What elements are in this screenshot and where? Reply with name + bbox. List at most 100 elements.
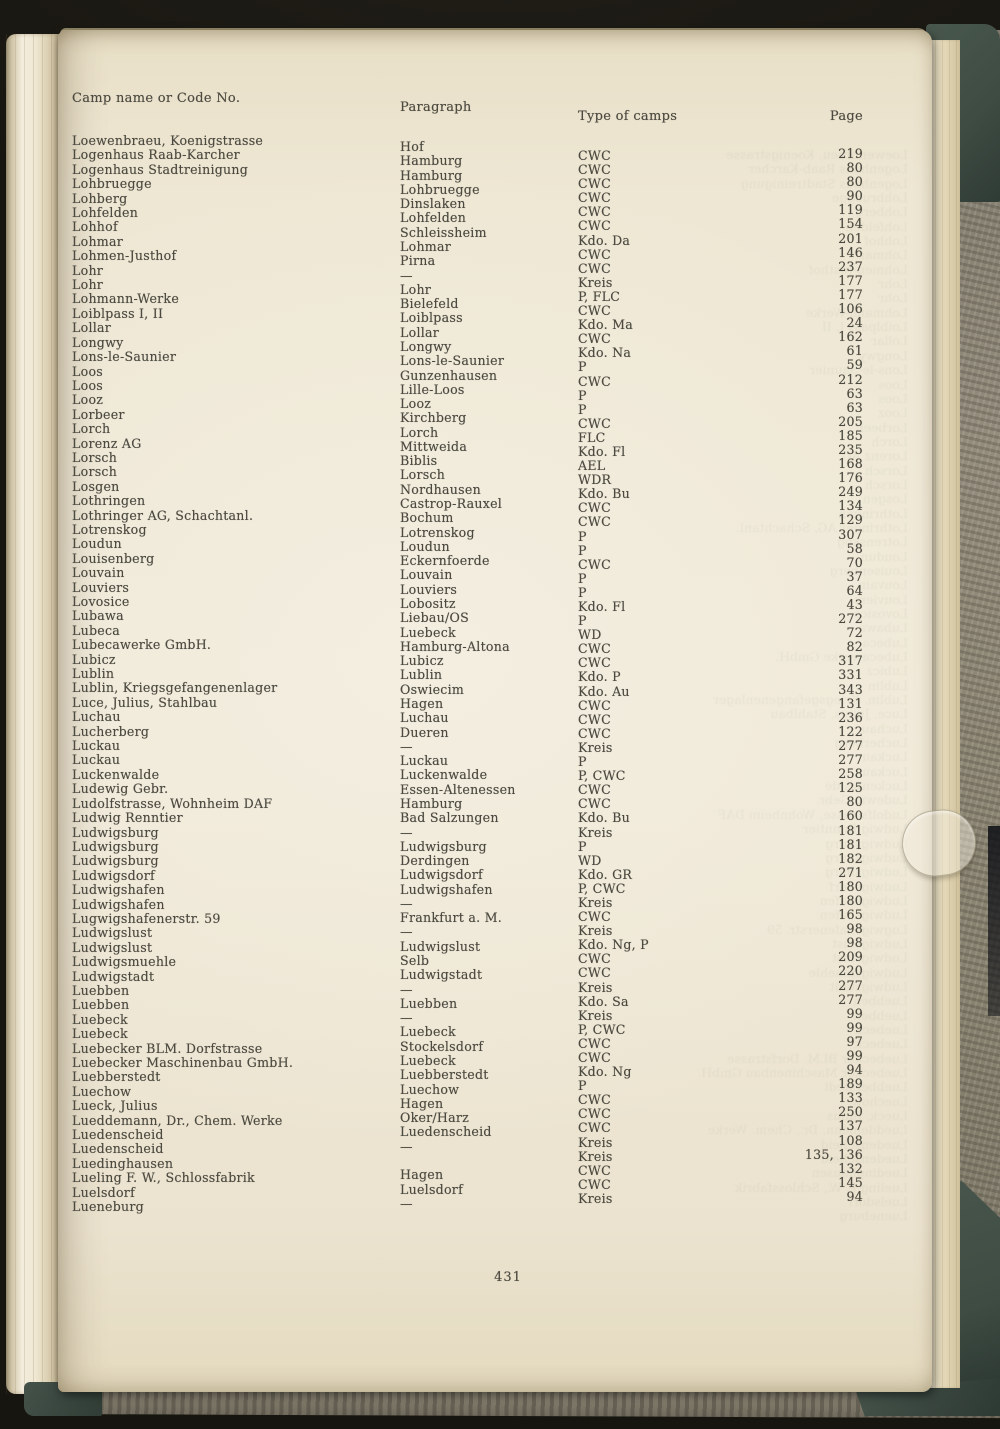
page-cell: 125 — [838, 780, 863, 796]
name-cell: Lueck, Julius — [72, 1098, 158, 1114]
cover-bottom-edge — [27, 1387, 1000, 1419]
name-cell: Lorch — [72, 421, 111, 437]
page-cell: 177 — [838, 286, 863, 302]
name-cell: Ludwigslust — [72, 939, 153, 955]
paragraph-cell: Lotrenskog — [400, 524, 475, 540]
page-cell: 249 — [838, 484, 863, 500]
type-cell: Kreis — [578, 979, 613, 995]
type-cell: Kdo. P — [578, 669, 621, 685]
paragraph-cell: Biblis — [400, 453, 438, 469]
book-page: Loewenbraeu, Koenigstrasse Logenhaus Raab… — [58, 30, 932, 1392]
right-edge-shadow — [988, 826, 1000, 1016]
type-cell: P, FLC — [578, 288, 621, 304]
page-cell: 180 — [838, 878, 863, 894]
page-cell: 119 — [838, 202, 863, 218]
paragraph-cell: Louviers — [400, 581, 458, 597]
type-cell: AEL — [578, 458, 606, 474]
page-cell: 106 — [838, 301, 863, 317]
paragraph-cell: — — [400, 1195, 413, 1211]
page-cell: 145 — [838, 1174, 863, 1190]
type-cell: CWC — [578, 303, 611, 319]
name-cell: Lubeca — [72, 622, 121, 638]
page-cell: 236 — [838, 709, 863, 725]
column-camp-names: Loewenbraeu, Koenigstrasse Logenhaus Raab… — [72, 133, 402, 1214]
paragraph-cell: Selb — [400, 953, 430, 969]
page-cell: 343 — [838, 681, 863, 697]
page-cell: 99 — [846, 1019, 863, 1035]
page-cell: 137 — [838, 1118, 863, 1134]
page-cell: 162 — [838, 329, 863, 345]
type-cell: CWC — [578, 246, 611, 262]
name-cell: Luckenwalde — [72, 766, 160, 782]
paragraph-cell: Nordhausen — [400, 481, 481, 497]
page-cell: 205 — [838, 413, 863, 429]
paragraph-cell: Dueren — [400, 724, 449, 740]
page-cell: 82 — [846, 639, 863, 655]
type-cell: Kreis — [578, 1190, 613, 1206]
paragraph-cell — [400, 1154, 600, 1168]
page-cell: 131 — [838, 695, 863, 711]
name-cell: Lohr — [72, 262, 104, 278]
page-cell: 24 — [846, 315, 863, 331]
paragraph-cell: Hof — [400, 139, 424, 154]
type-cell: CWC — [578, 1050, 611, 1065]
paragraph-cell: Lons-le-Saunier — [400, 353, 505, 369]
left-page-edges — [6, 34, 60, 1394]
type-cell: CWC — [578, 697, 611, 713]
page-cell: 94 — [846, 1188, 863, 1204]
name-cell: Lothringer AG, Schachtanl. — [72, 507, 254, 523]
paragraph-cell: Hamburg — [400, 795, 463, 811]
type-cell: P — [578, 838, 587, 854]
paragraph-cell: Lohr — [400, 281, 432, 297]
type-cell: CWC — [578, 218, 611, 234]
type-cell: P — [578, 754, 587, 770]
paragraph-cell: Oswiecim — [400, 681, 465, 697]
paragraph-cell: Pirna — [400, 253, 436, 269]
showthrough-line: Lueneburg — [839, 1208, 908, 1224]
paragraph-cell: Luebeck — [400, 624, 456, 640]
name-cell: Louvain — [72, 565, 125, 581]
paragraph-cell: Hamburg-Altona — [400, 638, 510, 654]
name-cell: Ludwigstadt — [72, 968, 155, 984]
page-cell: 135, 136 — [804, 1146, 863, 1162]
paragraph-cell: Luckenwalde — [400, 767, 488, 783]
paragraph-cell: Longwy — [400, 338, 452, 354]
name-cell: Lohberg — [72, 190, 128, 206]
name-cell: Luckau — [72, 752, 121, 768]
paragraph-cell: Loiblpass — [400, 310, 463, 326]
name-cell: Loewenbraeu, Koenigstrasse — [72, 133, 264, 148]
paragraph-cell: Luebben — [400, 995, 458, 1011]
paragraph-cell: Lubicz — [400, 653, 444, 669]
page-cell: 185 — [838, 427, 863, 443]
page-cell: 129 — [838, 512, 863, 528]
paragraph-cell: Schleissheim — [400, 224, 487, 240]
name-cell: Luebben — [72, 982, 130, 998]
type-cell: CWC — [578, 162, 611, 178]
name-cell: Lorbeer — [72, 406, 125, 422]
type-cell: Kreis — [578, 1148, 613, 1164]
type-cell: P — [578, 1078, 587, 1094]
name-cell: Ludwigshafen — [72, 896, 165, 912]
name-cell: Luedinghausen — [72, 1155, 174, 1171]
paragraph-cell: Dinslaken — [400, 196, 466, 212]
type-cell: WD — [578, 852, 602, 868]
page-cell: 80 — [846, 174, 863, 190]
page-cell: 181 — [838, 836, 863, 852]
paragraph-cell: Stockelsdorf — [400, 1038, 484, 1054]
page-cell: 80 — [846, 794, 863, 810]
name-cell: Lollar — [72, 320, 112, 336]
page-cell: 235 — [838, 441, 863, 457]
paragraph-cell: — — [400, 895, 413, 911]
page-cell: 277 — [838, 737, 863, 753]
page-cell: 181 — [838, 822, 863, 838]
page-cell: 72 — [846, 625, 863, 641]
type-cell: CWC — [578, 711, 611, 727]
name-cell: Lucherberg — [72, 723, 150, 739]
paragraph-cell: Lorch — [400, 424, 439, 440]
page-cell: 132 — [838, 1160, 863, 1176]
type-cell: CWC — [578, 176, 611, 192]
page-cell: 133 — [838, 1090, 863, 1106]
type-cell: Kreis — [578, 1007, 613, 1023]
page-cell: 317 — [838, 653, 863, 669]
type-cell: P — [578, 584, 587, 600]
